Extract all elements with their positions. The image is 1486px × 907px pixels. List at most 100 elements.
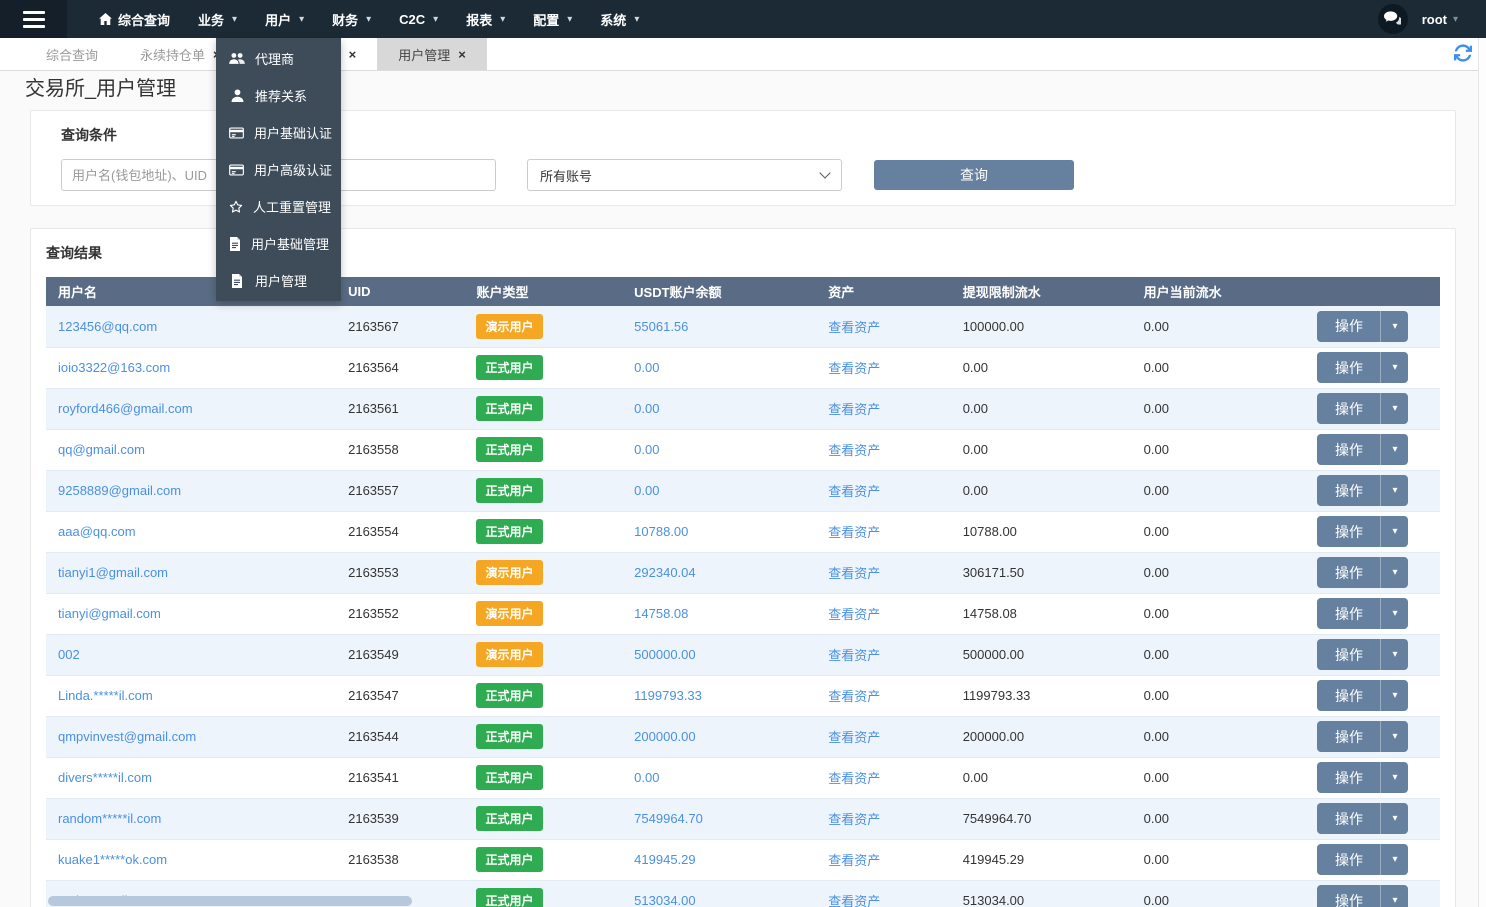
action-button[interactable]: 操作 (1317, 393, 1382, 424)
view-assets-link[interactable]: 查看资产 (828, 402, 881, 417)
action-button[interactable]: 操作 (1317, 310, 1382, 342)
view-assets-link[interactable]: 查看资产 (828, 771, 881, 786)
action-button[interactable]: 操作 (1317, 885, 1382, 907)
usdt-balance-link[interactable]: 14758.08 (634, 606, 689, 621)
action-dropdown-button[interactable]: ▾ (1381, 434, 1409, 465)
usdt-balance-link[interactable]: 292340.04 (634, 565, 696, 580)
vertical-scrollbar-track[interactable] (1478, 38, 1486, 907)
action-button[interactable]: 操作 (1317, 803, 1382, 834)
usdt-balance-link[interactable]: 0.00 (634, 483, 660, 498)
action-dropdown-button[interactable]: ▾ (1381, 352, 1409, 383)
action-button[interactable]: 操作 (1317, 475, 1382, 506)
action-dropdown-button[interactable]: ▾ (1381, 885, 1409, 907)
usdt-balance-link[interactable]: 1199793.33 (634, 688, 702, 703)
submenu-item-3[interactable]: 用户高级认证 (216, 151, 341, 188)
action-dropdown-button[interactable]: ▾ (1381, 557, 1409, 588)
username-link[interactable]: tianyi1@gmail.com (58, 565, 169, 580)
action-button[interactable]: 操作 (1317, 844, 1382, 875)
username-link[interactable]: qmpvinvest@gmail.com (58, 729, 197, 744)
nav-item-7[interactable]: 系统 ▾ (586, 0, 653, 38)
action-dropdown-button[interactable]: ▾ (1381, 803, 1409, 834)
sidebar-toggle-button[interactable] (0, 0, 67, 38)
username-link[interactable]: 9258889@gmail.com (58, 483, 182, 498)
usdt-balance-link[interactable]: 513034.00 (634, 893, 696, 907)
view-assets-link[interactable]: 查看资产 (828, 730, 881, 745)
action-button[interactable]: 操作 (1317, 516, 1382, 547)
view-assets-link[interactable]: 查看资产 (828, 484, 881, 499)
view-assets-link[interactable]: 查看资产 (828, 648, 881, 663)
nav-item-5[interactable]: 报表 ▾ (452, 0, 519, 38)
user-menu[interactable]: root ▾ (1422, 12, 1458, 27)
usdt-balance-link[interactable]: 10788.00 (634, 524, 689, 539)
username-link[interactable]: 123456@qq.com (58, 318, 158, 334)
horizontal-scrollbar-thumb[interactable] (48, 896, 412, 906)
usdt-balance-link[interactable]: 7549964.70 (634, 811, 703, 826)
action-button[interactable]: 操作 (1317, 721, 1382, 752)
refresh-button[interactable] (1454, 44, 1472, 65)
action-dropdown-button[interactable]: ▾ (1381, 639, 1409, 670)
nav-item-1[interactable]: 业务 ▾ (184, 0, 251, 38)
view-assets-link[interactable]: 查看资产 (828, 689, 881, 704)
nav-item-2[interactable]: 用户 ▾ (251, 0, 318, 38)
username-link[interactable]: royford466@gmail.com (58, 401, 193, 416)
username-link[interactable]: ioio3322@163.com (58, 360, 171, 375)
view-assets-link[interactable]: 查看资产 (828, 319, 881, 335)
action-dropdown-button[interactable]: ▾ (1381, 680, 1409, 711)
usdt-balance-link[interactable]: 0.00 (634, 442, 660, 457)
nav-item-6[interactable]: 配置 ▾ (519, 0, 586, 38)
search-button[interactable]: 查询 (874, 160, 1074, 190)
view-assets-link[interactable]: 查看资产 (828, 443, 881, 458)
username-link[interactable]: divers*****il.com (58, 770, 152, 785)
submenu-item-2[interactable]: 用户基础认证 (216, 114, 341, 151)
action-dropdown-button[interactable]: ▾ (1381, 393, 1409, 424)
action-dropdown-button[interactable]: ▾ (1381, 516, 1409, 547)
submenu-item-4[interactable]: 人工重置管理 (216, 188, 341, 225)
usdt-balance-link[interactable]: 500000.00 (634, 647, 696, 662)
action-button[interactable]: 操作 (1317, 639, 1382, 670)
username-link[interactable]: aaa@qq.com (58, 524, 136, 539)
tab-0[interactable]: 综合查询 (25, 38, 119, 70)
tab-3[interactable]: 用户管理 × (377, 38, 487, 70)
username-link[interactable]: random*****il.com (58, 811, 162, 826)
submenu-item-0[interactable]: 代理商 (216, 40, 341, 77)
submenu-item-6[interactable]: 用户管理 (216, 262, 341, 299)
username-link[interactable]: tianyi@gmail.com (58, 606, 161, 621)
view-assets-link[interactable]: 查看资产 (828, 566, 881, 581)
username-link[interactable]: kuake1*****ok.com (58, 852, 168, 867)
usdt-balance-link[interactable]: 0.00 (634, 360, 660, 375)
username-link[interactable]: qq@gmail.com (58, 442, 145, 457)
usdt-balance-link[interactable]: 0.00 (634, 401, 660, 416)
action-button[interactable]: 操作 (1317, 762, 1382, 793)
chat-button[interactable] (1377, 4, 1408, 34)
close-icon[interactable]: × (348, 46, 357, 62)
view-assets-link[interactable]: 查看资产 (828, 853, 881, 868)
action-dropdown-button[interactable]: ▾ (1381, 598, 1409, 629)
action-dropdown-button[interactable]: ▾ (1381, 721, 1409, 752)
action-dropdown-button[interactable]: ▾ (1381, 310, 1409, 342)
action-button[interactable]: 操作 (1317, 598, 1382, 629)
view-assets-link[interactable]: 查看资产 (828, 812, 881, 827)
view-assets-link[interactable]: 查看资产 (828, 361, 881, 376)
usdt-balance-link[interactable]: 200000.00 (634, 729, 696, 744)
action-dropdown-button[interactable]: ▾ (1381, 844, 1409, 875)
action-button[interactable]: 操作 (1317, 557, 1382, 588)
username-link[interactable]: 002 (58, 647, 80, 662)
action-button[interactable]: 操作 (1317, 434, 1382, 465)
view-assets-link[interactable]: 查看资产 (828, 607, 881, 622)
submenu-item-5[interactable]: 用户基础管理 (216, 225, 341, 262)
username-link[interactable]: Linda.*****il.com (58, 688, 153, 703)
nav-item-3[interactable]: 财务 ▾ (318, 0, 385, 38)
action-button[interactable]: 操作 (1317, 352, 1382, 383)
usdt-balance-link[interactable]: 55061.56 (634, 318, 689, 334)
usdt-balance-link[interactable]: 419945.29 (634, 852, 696, 867)
nav-item-4[interactable]: C2C ▾ (385, 0, 452, 38)
nav-item-home[interactable]: 综合查询 (85, 0, 184, 38)
submenu-item-1[interactable]: 推荐关系 (216, 77, 341, 114)
close-icon[interactable]: × (458, 46, 466, 62)
usdt-balance-link[interactable]: 0.00 (634, 770, 660, 785)
action-dropdown-button[interactable]: ▾ (1381, 762, 1409, 793)
account-type-select[interactable]: 所有账号 (527, 159, 842, 191)
view-assets-link[interactable]: 查看资产 (828, 525, 881, 540)
action-dropdown-button[interactable]: ▾ (1381, 475, 1409, 506)
action-button[interactable]: 操作 (1317, 680, 1382, 711)
